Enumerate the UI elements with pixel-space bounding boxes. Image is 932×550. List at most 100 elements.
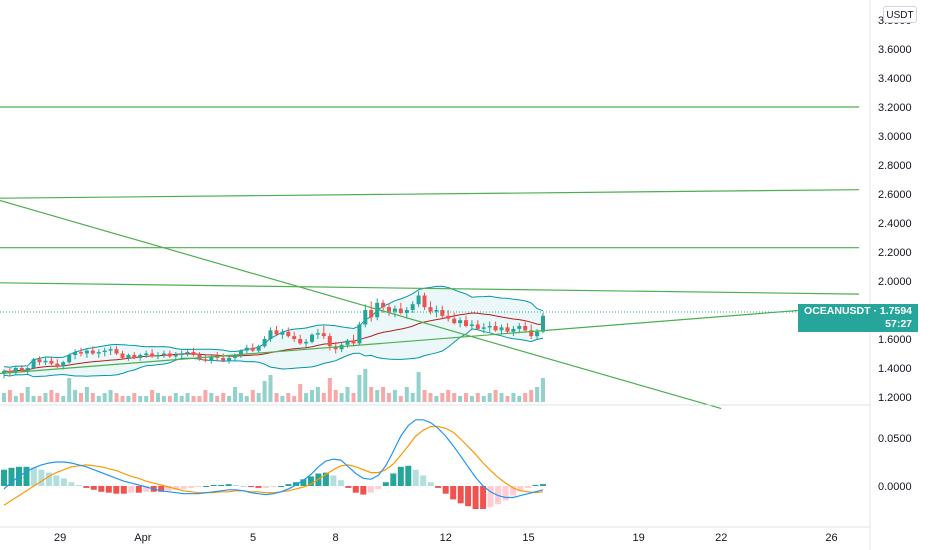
price-tick-label: 2.4000 (878, 218, 912, 230)
volume-bar (493, 390, 498, 402)
volume-bar (280, 396, 285, 402)
histogram-bar (345, 486, 352, 488)
candle-body (156, 355, 160, 357)
candle-body (428, 307, 433, 312)
currency-button[interactable]: USDT (883, 6, 917, 23)
candle-body (132, 355, 137, 358)
histogram-bar (293, 482, 299, 486)
time-tick-label: 15 (522, 532, 534, 544)
volume-bar (73, 390, 78, 402)
candle-body (61, 362, 66, 367)
candle-body (43, 360, 48, 363)
volume-bar (61, 396, 66, 402)
histogram-bar (330, 475, 337, 486)
volume-bar (434, 396, 439, 402)
volume-bar (511, 393, 516, 402)
volume-bar (114, 393, 119, 402)
volume-bar (523, 393, 528, 402)
histogram-bar (83, 486, 90, 488)
volume-bar (185, 393, 190, 402)
candle-body (233, 355, 237, 358)
candle-body (167, 353, 172, 357)
candle-body (493, 326, 498, 331)
price-tick-label: 1.6000 (878, 334, 912, 346)
volume-bar (440, 393, 445, 402)
volume-bar (381, 387, 386, 402)
histogram-bar (173, 486, 180, 490)
candle-body (2, 370, 6, 374)
candle-body (144, 353, 149, 355)
volume-bar (469, 396, 474, 402)
price-tick-label: 3.6000 (878, 44, 912, 56)
candle-body (381, 302, 386, 308)
bollinger-lower (3, 328, 544, 378)
bollinger-bands (3, 285, 544, 378)
volume-bar (298, 384, 303, 402)
histogram-bar (218, 485, 225, 486)
trendline (0, 189, 860, 199)
histogram-bar (90, 486, 97, 490)
trendline (0, 282, 860, 295)
volume-bar (310, 390, 314, 402)
histogram-bar (135, 486, 142, 493)
histogram-bar (472, 486, 479, 509)
histogram-bar (300, 479, 307, 486)
price-tick-label: 3.0000 (878, 131, 912, 143)
histogram-bar (30, 467, 37, 486)
macd-histogram (1, 465, 546, 509)
candle-body (179, 353, 184, 355)
price-tick-label: 2.2000 (878, 247, 912, 259)
price-tick-label: 3.4000 (878, 73, 912, 85)
volume-bar (369, 387, 374, 402)
volume-bar (404, 387, 409, 402)
price-tick-label: 1.4000 (878, 363, 912, 375)
price-tick-label: 2.8000 (878, 160, 912, 172)
volume-bar (96, 396, 101, 402)
histogram-bar (435, 486, 442, 488)
volume-bar (156, 393, 160, 402)
volume-bar (221, 393, 226, 402)
candle-body (37, 359, 42, 363)
candle-body (227, 357, 232, 361)
volume-bar (227, 396, 232, 402)
candle-body (369, 310, 374, 318)
last-price-tag: OCEANUSDT · 1.7594 57:27 (798, 304, 918, 332)
candle-body (464, 320, 468, 326)
histogram-bar (480, 486, 487, 509)
candle-body (191, 352, 196, 355)
candle-body (357, 324, 362, 344)
volume-bar (55, 393, 60, 402)
histogram-bar (98, 486, 105, 492)
volume-bar (13, 396, 18, 402)
candle-body (49, 360, 54, 364)
candle-body (523, 326, 528, 331)
candle-body (315, 333, 320, 335)
histogram-bar (532, 485, 539, 486)
volume-bar (161, 396, 166, 402)
candle-body (67, 355, 72, 363)
histogram-bar (45, 472, 52, 486)
candle-body (446, 315, 451, 319)
histogram-bar (405, 465, 412, 486)
histogram-bar (420, 475, 427, 486)
histogram-bar (68, 482, 75, 486)
candle-body (25, 368, 30, 371)
histogram-bar (1, 469, 7, 486)
histogram-bar (270, 486, 277, 487)
volume-bar (327, 378, 332, 402)
volume-bar (25, 387, 30, 402)
candle-body (102, 350, 107, 352)
candle-body (410, 304, 415, 310)
time-tick-label: 22 (715, 532, 727, 544)
histogram-bar (502, 486, 509, 501)
candle-body (304, 341, 309, 344)
time-tick-label: 8 (333, 532, 339, 544)
histogram-bar (278, 486, 284, 487)
volume-bar (541, 378, 545, 402)
signal-line (3, 425, 544, 506)
candle-body (79, 352, 83, 354)
volume-bar (428, 393, 433, 402)
volume-bar (535, 387, 540, 402)
candle-body (55, 363, 60, 367)
volume-bar (345, 387, 350, 402)
